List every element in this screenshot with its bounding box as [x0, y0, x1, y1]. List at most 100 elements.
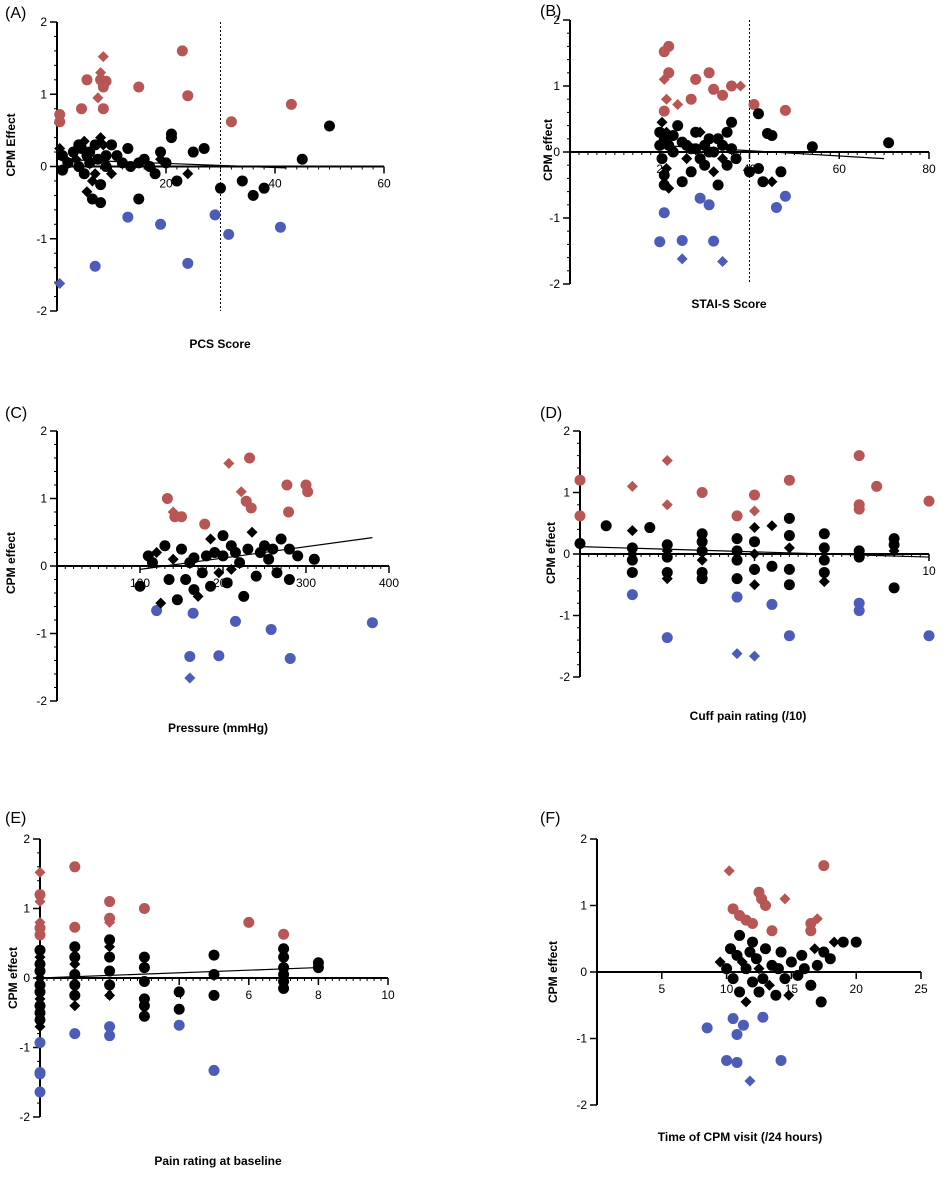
data-point-circle — [284, 652, 296, 664]
data-point-diamond — [735, 80, 747, 92]
data-point-circle — [690, 73, 702, 85]
data-point-circle — [667, 130, 679, 141]
x-tick-label: 6 — [245, 988, 252, 1002]
data-point-circle — [731, 533, 743, 545]
data-point-circle — [805, 925, 817, 937]
data-point-diamond — [694, 126, 706, 138]
data-point-diamond — [672, 98, 684, 110]
data-point-circle — [752, 163, 764, 174]
data-point-circle — [871, 480, 883, 492]
data-point-diamond — [723, 865, 735, 877]
data-point-diamond — [106, 168, 117, 180]
x-axis-title: Cuff pain rating (/10) — [690, 709, 807, 723]
panel-label: (A) — [5, 5, 26, 22]
data-point-circle — [296, 153, 308, 165]
data-point-circle — [205, 580, 217, 592]
data-point-circle — [34, 1068, 46, 1080]
data-point-circle — [717, 89, 729, 101]
data-point-circle — [259, 540, 270, 552]
data-point-circle — [171, 594, 183, 606]
data-point-circle — [250, 570, 262, 582]
x-tick-label: 60 — [833, 162, 847, 176]
panel-label: (F) — [540, 810, 560, 827]
data-point-diamond — [155, 597, 167, 609]
y-tick-label: -1 — [559, 609, 570, 623]
data-point-diamond — [749, 650, 760, 662]
data-point-circle — [775, 946, 787, 958]
data-point-circle — [923, 495, 935, 507]
data-point-circle — [229, 615, 241, 627]
data-point-circle — [76, 103, 88, 115]
data-point-diamond — [681, 153, 693, 165]
data-point-circle — [727, 973, 739, 985]
data-point-circle — [69, 941, 81, 953]
data-point-circle — [749, 563, 760, 575]
data-point-circle — [676, 176, 688, 188]
data-point-circle — [161, 493, 173, 504]
data-point-circle — [133, 193, 145, 205]
data-point-circle — [242, 543, 254, 555]
data-point-diamond — [78, 135, 90, 147]
data-point-diamond — [69, 958, 81, 970]
data-point-circle — [324, 120, 335, 132]
regression-line — [139, 537, 373, 570]
data-point-circle — [184, 650, 196, 662]
data-point-circle — [69, 861, 81, 873]
data-point-diamond — [626, 480, 638, 492]
data-point-circle — [798, 963, 810, 975]
data-point-diamond — [97, 51, 109, 63]
data-point-circle — [717, 139, 729, 151]
data-point-circle — [779, 973, 791, 985]
data-point-circle — [187, 146, 199, 158]
x-axis-title: PCS Score — [189, 337, 251, 351]
data-point-circle — [151, 605, 163, 617]
data-point-circle — [727, 1013, 739, 1025]
regression-line — [659, 144, 885, 160]
data-point-circle — [626, 566, 638, 578]
data-point-circle — [274, 221, 286, 233]
data-point-circle — [837, 936, 849, 948]
data-point-circle — [243, 916, 255, 928]
y-tick-label: 1 — [563, 486, 570, 500]
data-point-circle — [100, 75, 112, 87]
data-point-circle — [626, 589, 638, 601]
data-point-circle — [654, 236, 666, 248]
data-point-circle — [696, 545, 708, 557]
data-point-circle — [676, 234, 688, 246]
data-point-circle — [574, 474, 586, 486]
data-point-diamond — [663, 182, 675, 194]
data-point-circle — [783, 563, 795, 575]
data-point-circle — [731, 949, 743, 961]
data-point-diamond — [717, 256, 729, 268]
data-point-circle — [176, 511, 187, 523]
data-point-circle — [663, 40, 675, 52]
data-point-circle — [775, 1054, 787, 1066]
data-point-circle — [104, 1021, 116, 1033]
data-point-circle — [656, 153, 668, 165]
data-point-circle — [661, 632, 673, 644]
y-tick-label: 0 — [23, 971, 30, 985]
data-point-circle — [685, 93, 697, 105]
data-point-circle — [34, 1086, 46, 1098]
data-point-diamond — [34, 1021, 46, 1033]
data-point-circle — [278, 951, 290, 963]
data-point-circle — [661, 551, 673, 563]
data-point-circle — [667, 146, 679, 158]
data-point-circle — [163, 574, 175, 585]
data-point-diamond — [235, 486, 247, 498]
y-tick-label: 0 — [40, 160, 47, 174]
data-point-diamond — [225, 563, 237, 575]
y-axis-title: CPM Effect — [4, 113, 18, 176]
data-point-circle — [281, 479, 293, 491]
data-point-circle — [122, 142, 134, 154]
data-point-circle — [199, 518, 211, 530]
data-point-circle — [783, 579, 795, 591]
data-point-circle — [146, 557, 158, 569]
data-point-circle — [69, 1028, 81, 1040]
data-point-circle — [772, 963, 784, 975]
y-tick-label: 0 — [553, 145, 560, 159]
data-point-circle — [104, 896, 116, 908]
data-point-circle — [221, 577, 233, 589]
regression-line — [39, 966, 319, 979]
